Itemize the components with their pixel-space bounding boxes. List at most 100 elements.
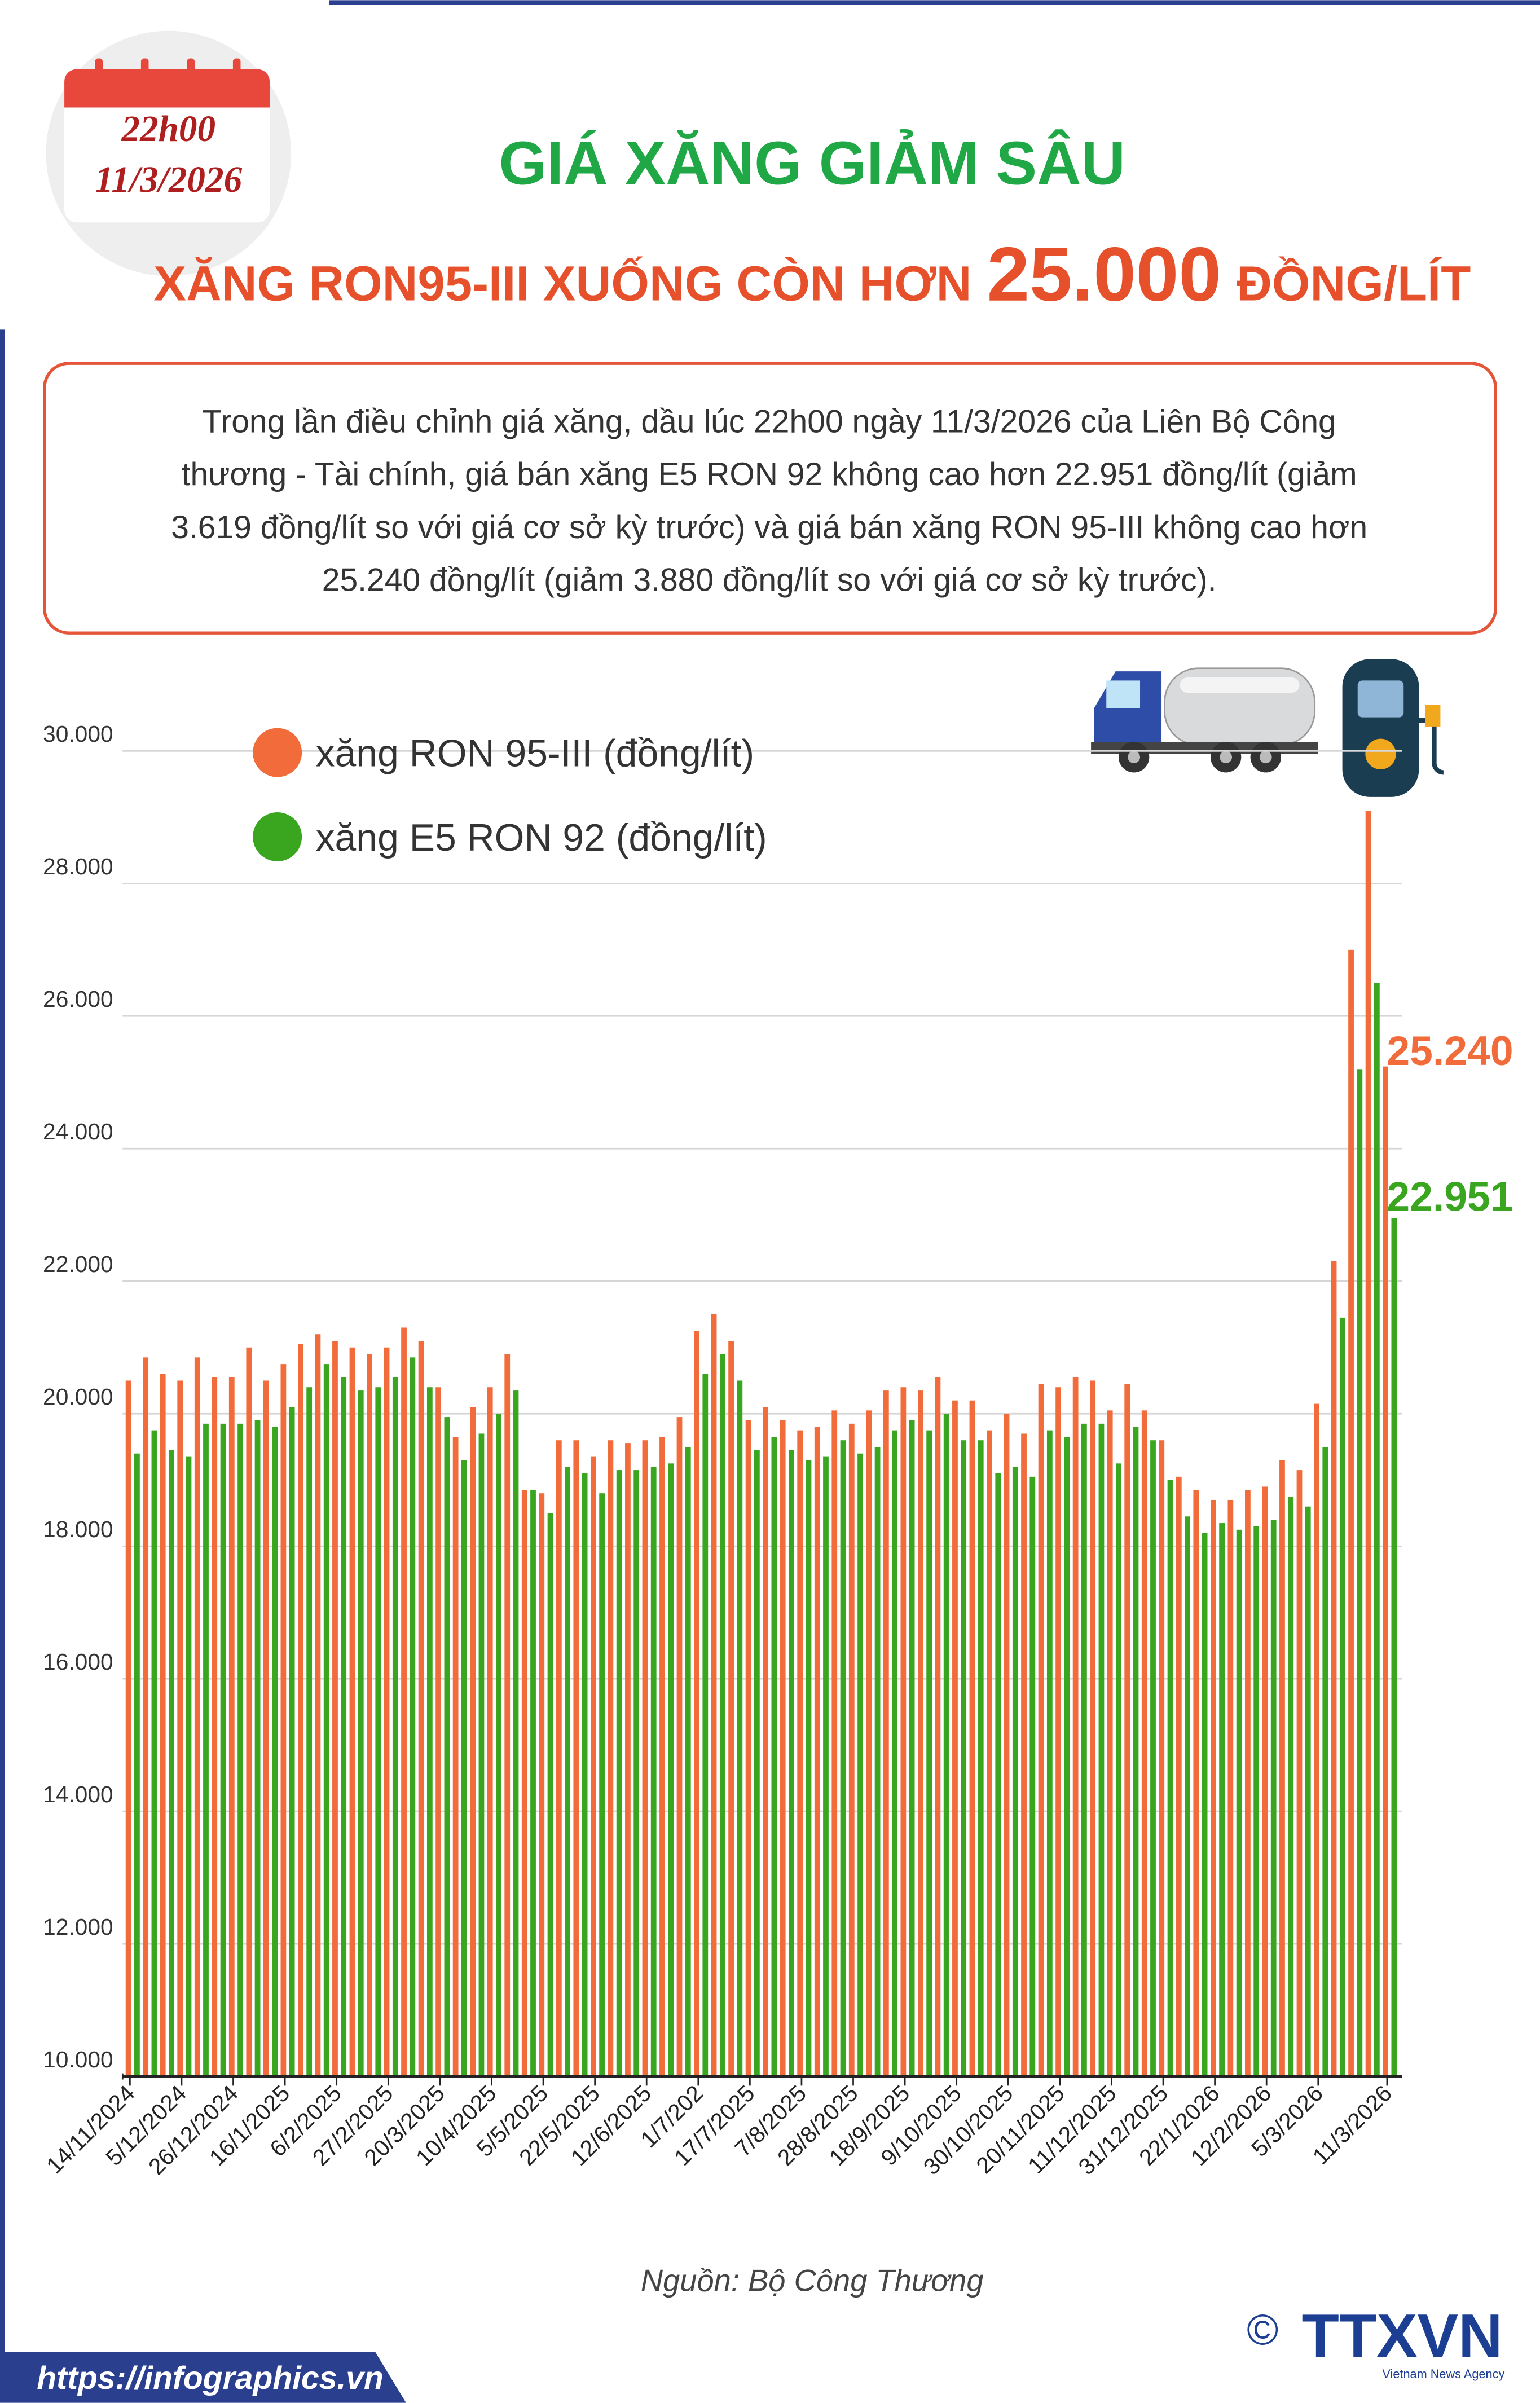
bar: [367, 1354, 372, 2077]
y-tick-label: 24.000: [43, 1119, 113, 1145]
bar: [1331, 1261, 1337, 2077]
subtitle-number: 25.000: [987, 231, 1221, 317]
bar: [659, 1437, 665, 2077]
bar: [754, 1450, 760, 2077]
bar: [883, 1390, 889, 2077]
bar: [1314, 1403, 1319, 2077]
bar: [444, 1417, 450, 2077]
bar: [1141, 1410, 1147, 2077]
bar: [1159, 1440, 1165, 2077]
bar: [341, 1377, 347, 2077]
bar: [1365, 811, 1371, 2077]
bar: [1296, 1470, 1303, 2077]
bar: [918, 1390, 923, 2077]
badge-time: 22h00: [121, 109, 215, 149]
y-tick-label: 26.000: [43, 986, 113, 1012]
bar: [625, 1443, 631, 2077]
bar: [900, 1387, 907, 2077]
bar: [1029, 1476, 1036, 2077]
bar: [719, 1354, 725, 2077]
bar: [1176, 1476, 1182, 2077]
y-tick-label: 10.000: [43, 2046, 113, 2072]
bar: [306, 1387, 313, 2077]
description-line: Trong lần điều chỉnh giá xăng, dầu lúc 2…: [203, 403, 1336, 439]
bar: [694, 1331, 699, 2077]
bar: [521, 1490, 527, 2077]
bar: [771, 1437, 777, 2077]
bar: [1055, 1387, 1061, 2077]
bar: [763, 1407, 769, 2077]
bar: [418, 1340, 424, 2077]
bar: [1046, 1430, 1053, 2077]
bar: [1012, 1467, 1018, 2077]
source: Nguồn: Bộ Công Thương: [641, 2263, 984, 2298]
bar: [298, 1344, 303, 2077]
subtitle-part: XĂNG RON95-III XUỐNG CÒN HƠN: [153, 257, 971, 311]
bar: [1245, 1490, 1251, 2077]
bar: [461, 1460, 467, 2077]
bar: [435, 1387, 442, 2077]
bar: [823, 1456, 829, 2077]
bar: [1167, 1480, 1173, 2077]
bar: [280, 1364, 287, 2077]
bar: [892, 1430, 897, 2077]
bar: [599, 1493, 605, 2077]
calendar-rings: [95, 58, 241, 83]
bar: [1107, 1410, 1113, 2077]
bar: [831, 1410, 838, 2077]
subtitle: XĂNG RON95-III XUỐNG CÒN HƠN 25.000 ĐỒNG/L…: [153, 231, 1471, 317]
bar: [1391, 1218, 1397, 2077]
bar: [1038, 1384, 1044, 2077]
bar: [1150, 1440, 1156, 2077]
bar: [1339, 1317, 1345, 2077]
bar: [513, 1390, 519, 2077]
bar: [496, 1414, 501, 2077]
bar: [272, 1427, 278, 2077]
bar: [470, 1407, 476, 2077]
description-box: [43, 362, 1497, 635]
description-line: 3.619 đồng/lít so với giá cơ sở kỳ trước…: [171, 509, 1367, 545]
bar: [814, 1427, 820, 2077]
y-tick-label: 22.000: [43, 1251, 113, 1277]
footer-bar: [0, 2352, 406, 2403]
bar: [650, 1467, 657, 2077]
bar: [1219, 1523, 1225, 2077]
bar: [616, 1470, 622, 2077]
bar: [1133, 1427, 1139, 2077]
bar: [806, 1460, 812, 2077]
chart: 10.000 12.000 14.000 16.000 18.000 20.000 22.0…: [41, 721, 1513, 2180]
bar: [926, 1430, 932, 2077]
y-tick-label: 14.000: [43, 1781, 113, 1807]
bar: [1305, 1506, 1311, 2077]
y-tick-label: 16.000: [43, 1649, 113, 1675]
bar: [797, 1430, 803, 2077]
bar: [935, 1377, 941, 2077]
bar: [1383, 1066, 1389, 2077]
legend-label: xăng RON 95-III (đồng/lít): [316, 733, 754, 775]
y-tick-label: 28.000: [43, 853, 113, 879]
description-line: thương - Tài chính, giá bán xăng E5 RON …: [182, 456, 1357, 492]
bar: [848, 1423, 855, 2077]
copyright: ©: [1247, 2306, 1278, 2354]
y-tick-label: 30.000: [43, 721, 113, 747]
bar: [478, 1433, 485, 2077]
bar: [969, 1400, 975, 2077]
bar: [952, 1400, 958, 2077]
bar: [237, 1423, 243, 2077]
bar: [1322, 1446, 1328, 2077]
bar: [358, 1390, 364, 2077]
subtitle-part: ĐỒNG/LÍT: [1237, 257, 1471, 311]
bar: [289, 1407, 295, 2077]
bar: [582, 1473, 588, 2077]
bar: [780, 1420, 786, 2077]
bar: [1081, 1423, 1087, 2077]
footer-url: https://infographics.vn: [37, 2360, 384, 2396]
bar: [186, 1456, 192, 2077]
bar: [1210, 1499, 1216, 2077]
bar: [220, 1423, 226, 2077]
bar: [177, 1380, 183, 2077]
bar: [212, 1377, 218, 2077]
bar: [384, 1347, 390, 2077]
